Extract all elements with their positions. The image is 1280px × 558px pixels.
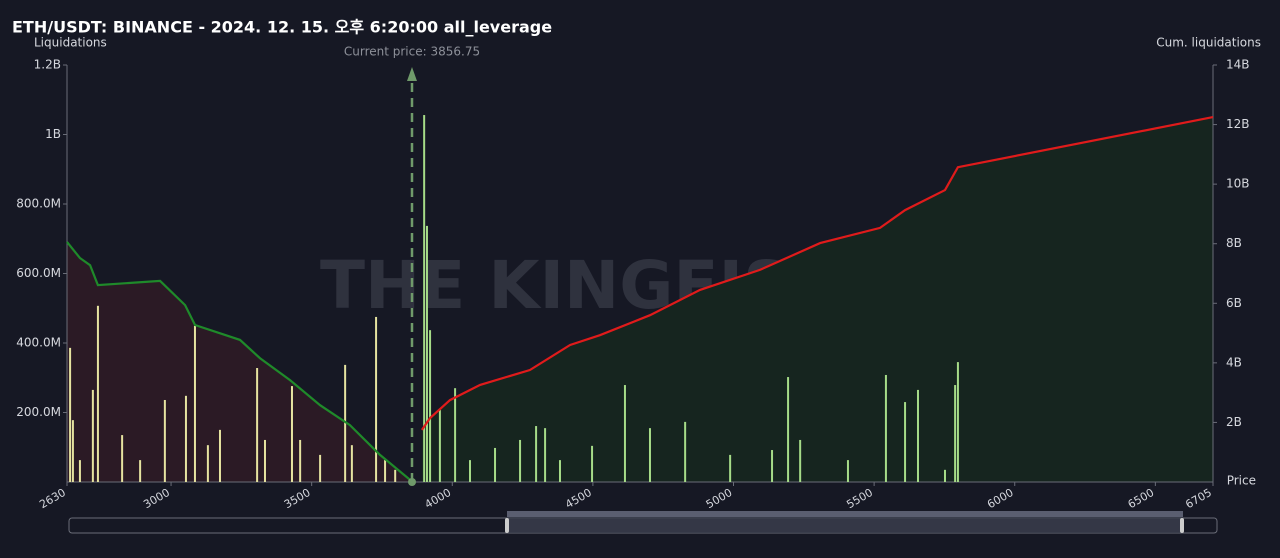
bar	[558, 460, 561, 482]
bar	[729, 454, 732, 482]
bar	[78, 460, 81, 482]
bar	[787, 377, 790, 482]
bar	[544, 428, 547, 482]
bar	[299, 439, 302, 482]
bar	[256, 368, 259, 482]
current-price-label: Current price: 3856.75	[344, 45, 480, 59]
bar	[350, 445, 353, 482]
bar	[623, 385, 626, 482]
y2-tick-label: 12B	[1226, 117, 1250, 131]
bar	[468, 460, 471, 482]
x-tick-label: 4500	[563, 486, 594, 511]
scrollbar-handle-bar[interactable]	[507, 511, 1183, 517]
x-tick-label: 3500	[282, 486, 313, 511]
bar	[423, 115, 426, 482]
bar	[535, 426, 538, 482]
y-tick-label: 600.0M	[16, 266, 61, 280]
bar	[91, 389, 94, 482]
current-price-arrow	[406, 67, 417, 81]
x-tick-label: 3000	[141, 486, 172, 511]
bar	[319, 454, 322, 482]
x-tick-label: 6500	[1126, 486, 1157, 511]
bar	[375, 316, 378, 482]
x-tick-label: 2630	[37, 486, 68, 511]
y-tick-label: 800.0M	[16, 197, 61, 211]
chart-title: ETH/USDT: BINANCE - 2024. 12. 15. 오후 6:2…	[12, 18, 552, 37]
bar	[263, 439, 266, 482]
cumulative-line	[420, 116, 1214, 431]
x-axis-title: Price	[1227, 474, 1256, 488]
bar	[184, 395, 187, 482]
bar	[648, 428, 651, 482]
y2-tick-label: 4B	[1226, 355, 1242, 369]
y2-tick-label: 2B	[1226, 415, 1242, 429]
bar	[943, 469, 946, 482]
bar	[438, 410, 441, 482]
bar	[384, 460, 387, 482]
y2-tick-label: 6B	[1226, 296, 1242, 310]
bar	[799, 439, 802, 482]
scrollbar-left-handle[interactable]	[505, 518, 509, 533]
bar	[956, 362, 959, 482]
bar	[884, 374, 887, 482]
y-axis-title: Liquidations	[34, 36, 107, 50]
y2-tick-label: 8B	[1226, 236, 1242, 250]
bar	[193, 325, 196, 482]
x-tick-label: 4000	[423, 486, 454, 511]
bar	[454, 388, 457, 482]
bar	[684, 421, 687, 482]
bar	[954, 385, 957, 482]
bar	[904, 402, 907, 482]
cumulative-area	[67, 241, 411, 482]
y-tick-label: 1.2B	[34, 58, 61, 72]
bar	[519, 439, 522, 482]
plot-fills: THE KINGFISHER.ioTHE KINGFISHER.io	[67, 117, 1213, 482]
bar	[206, 445, 209, 482]
bar	[290, 386, 293, 482]
scrollbar-right-handle[interactable]	[1180, 518, 1184, 533]
bar	[121, 435, 124, 482]
bar	[96, 305, 99, 482]
bar	[429, 330, 432, 482]
bar	[771, 450, 774, 482]
bar	[916, 389, 919, 482]
bar	[71, 420, 74, 482]
bar	[218, 429, 221, 482]
current-price-dot	[407, 478, 416, 486]
y2-axis-title: Cum. liquidations	[1156, 36, 1261, 50]
bar	[163, 399, 166, 482]
y-tick-label: 400.0M	[16, 336, 61, 350]
y2-tick-label: 10B	[1226, 177, 1250, 191]
x-tick-label: 6000	[985, 486, 1016, 511]
y-tick-label: 200.0M	[16, 405, 61, 419]
x-tick-label: 5500	[844, 486, 875, 511]
x-tick-label: 6705	[1183, 486, 1214, 511]
y2-tick-label: 14B	[1226, 58, 1250, 72]
y-tick-label: 1B	[45, 127, 61, 141]
bar	[344, 364, 347, 482]
bar	[139, 460, 142, 482]
bar	[846, 460, 849, 482]
bar	[494, 447, 497, 482]
cumulative-area	[421, 117, 1213, 482]
bar	[69, 347, 72, 482]
x-tick-label: 5000	[704, 486, 735, 511]
cumulative-line	[66, 241, 411, 481]
bar	[591, 445, 594, 482]
bar	[425, 225, 428, 482]
bar	[394, 469, 397, 482]
